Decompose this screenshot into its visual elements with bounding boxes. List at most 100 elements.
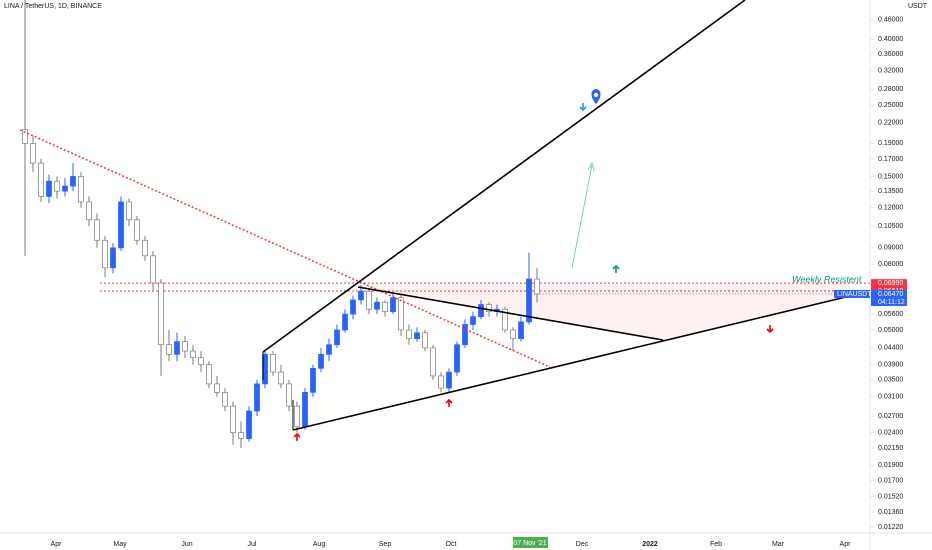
candle-body [390, 297, 396, 313]
arrow-up [293, 432, 301, 441]
candle-body [486, 304, 492, 313]
countdown: 04:11:12 [878, 299, 905, 306]
trendline [357, 286, 664, 341]
x-tick-label: May [113, 541, 127, 548]
candle-body [406, 329, 412, 339]
price-label: 0.06990 [878, 280, 903, 287]
candle-body [358, 290, 364, 301]
candle-body [70, 176, 76, 187]
x-tick-label: Jun [181, 541, 192, 548]
candle-body [374, 301, 380, 310]
candle-body [518, 321, 524, 339]
candle-body [430, 347, 436, 377]
y-tick-label: 0.36000 [878, 51, 903, 58]
candle-body [270, 354, 276, 373]
candle-body [94, 219, 100, 241]
y-tick-label: 0.22000 [878, 120, 903, 127]
candle-body [462, 324, 468, 346]
y-tick-label: 0.01900 [878, 462, 903, 469]
candle-body [326, 344, 332, 355]
candle-body [102, 239, 108, 269]
candle-body [366, 290, 372, 310]
x-tick-label: Apr [51, 541, 63, 548]
candle-body [222, 392, 228, 407]
x-tick-label: Dec [576, 541, 589, 548]
candle-body [286, 383, 292, 407]
candle-body [166, 344, 172, 355]
candle-body [254, 383, 260, 412]
y-tick-label: 0.03500 [878, 377, 903, 384]
candle-body [22, 129, 28, 144]
crosshair-date-box [513, 537, 548, 548]
candle-body [310, 367, 316, 393]
candle-body [54, 180, 60, 192]
y-tick-label: 0.05000 [878, 327, 903, 334]
candle-body [534, 278, 540, 295]
trendline [292, 295, 851, 431]
y-tick-label: 0.32000 [878, 67, 903, 74]
y-tick-label: 0.01360 [878, 509, 903, 516]
candle-body [526, 278, 532, 323]
y-tick-label: 0.03900 [878, 362, 903, 369]
currency: USDT [908, 3, 928, 10]
trendline-dotted [19, 129, 551, 368]
y-tick-label: 0.12000 [878, 204, 903, 211]
countdown-box [871, 297, 907, 306]
candle-body [414, 332, 420, 339]
candle-body [318, 354, 324, 369]
candle-body [302, 392, 308, 428]
y-tick-label: 0.17000 [878, 156, 903, 163]
x-tick-label: Sep [379, 541, 392, 548]
y-tick-label: 0.09000 [878, 245, 903, 252]
x-axis-labels: Apr May Jun Jul Aug Sep Oct Dec 2022 Feb Mar Apr 07 … [51, 537, 852, 548]
candle-body [502, 308, 508, 331]
y-tick-label: 0.01700 [878, 478, 903, 485]
crosshair-date: 07 Nov '21 [513, 540, 546, 547]
candle-body [46, 180, 52, 197]
candle-body [30, 143, 36, 164]
candle-body [422, 332, 428, 349]
candle-body [278, 371, 284, 385]
y-tick-label: 0.13500 [878, 188, 903, 195]
candle-body [150, 255, 156, 284]
y-axis-labels: 0.46000 0.40000 0.36000 0.32000 0.28000 0.250… [870, 17, 907, 531]
candles [22, 0, 540, 448]
y-tick-label: 0.02400 [878, 429, 903, 436]
symbol-tag-box [834, 289, 870, 298]
arrow-up [612, 264, 620, 273]
candle-body [38, 162, 44, 197]
candle-body [342, 313, 348, 331]
price-label-box [871, 279, 907, 288]
candle-body [398, 297, 404, 331]
candle-body [118, 201, 124, 249]
candle-body [206, 364, 212, 385]
y-tick-label: 0.01220 [878, 524, 903, 531]
candle-body [78, 176, 84, 203]
annotation: Weekly Resistent [792, 274, 862, 284]
candle-body [470, 316, 476, 325]
candle-body [182, 341, 188, 352]
x-tick-label: Apr [840, 541, 852, 548]
y-tick-label: 0.15000 [878, 173, 903, 180]
y-tick-label: 0.10500 [878, 223, 903, 230]
y-tick-label: 0.02700 [878, 413, 903, 420]
candle-body [190, 350, 196, 359]
candle-body [382, 301, 388, 313]
y-tick-label: 0.02150 [878, 445, 903, 452]
x-tick-label: Aug [313, 541, 326, 548]
candle-body [214, 383, 220, 393]
x-tick-label: Feb [710, 541, 722, 548]
candle-body [238, 432, 244, 439]
candle-body [446, 371, 452, 389]
projection-arrow-head [587, 161, 595, 172]
candle-body [142, 239, 148, 257]
x-tick-label: Mar [772, 541, 785, 548]
price-lines [100, 282, 870, 295]
candle-body [334, 329, 340, 346]
y-tick-label: 0.04400 [878, 345, 903, 352]
y-tick-label: 0.40000 [878, 36, 903, 43]
y-tick-label: 0.46000 [878, 17, 903, 24]
projection-arrow [571, 164, 593, 269]
candle-body [198, 357, 204, 366]
